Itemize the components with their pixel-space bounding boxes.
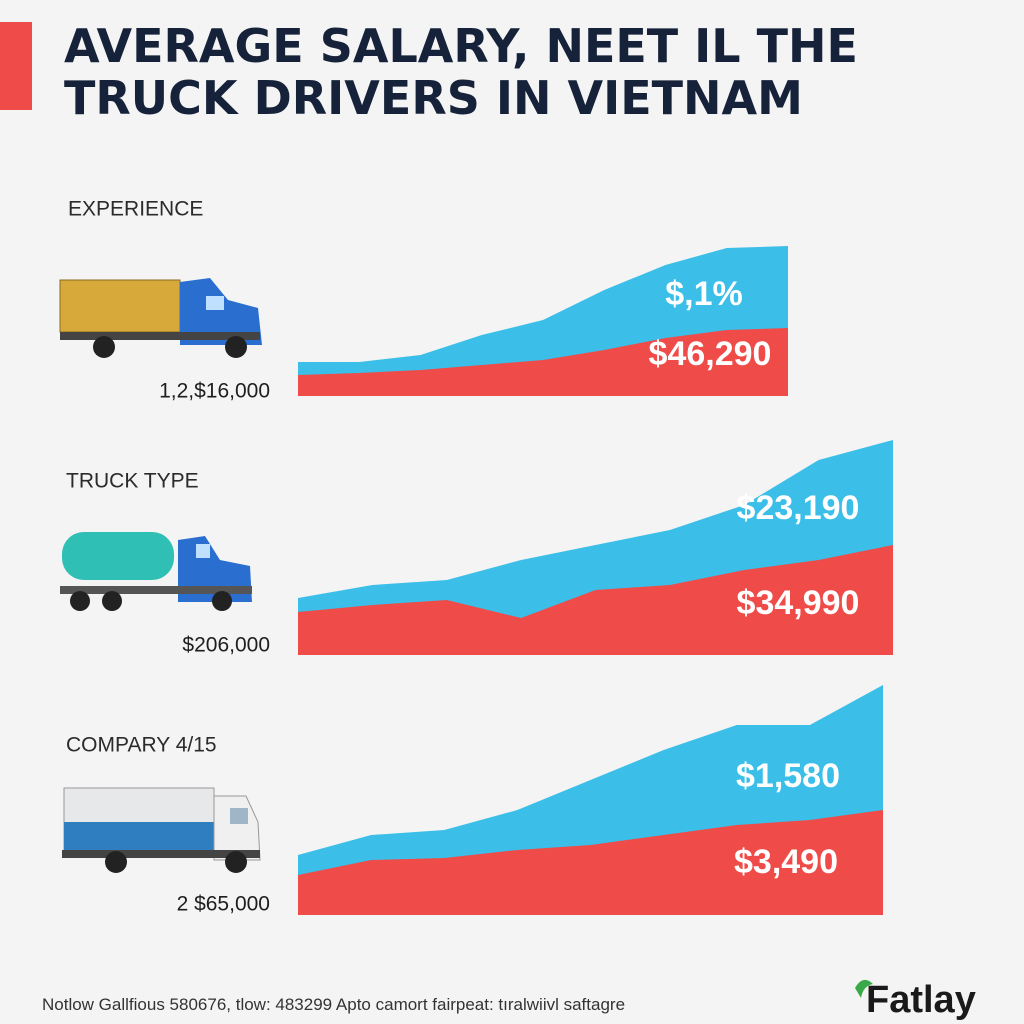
- section-label: EXPERIENCE: [68, 198, 203, 221]
- area-annotation: $3,490: [734, 843, 838, 881]
- section-label: COMPARY 4/15: [66, 734, 217, 757]
- footnote: Notlow Gallfious 580676, tlow: 483299 Ap…: [42, 995, 625, 1014]
- section-label: TRUCK TYPE: [66, 470, 199, 493]
- title-line: TRUCK DRIVERS IN VIETNAM: [64, 71, 803, 125]
- area: [298, 328, 788, 396]
- area-annotation: $34,990: [737, 584, 860, 622]
- section-amount: 1,2,$16,000: [159, 380, 270, 403]
- area: [298, 810, 883, 915]
- truck-icon: [62, 787, 261, 873]
- truck-icon: [60, 532, 252, 611]
- section-amount: 2 $65,000: [177, 893, 270, 916]
- area: [298, 545, 893, 655]
- logo: Fatlay: [866, 979, 976, 1021]
- logo-leaf: [855, 979, 873, 998]
- area-annotation: $46,290: [649, 335, 772, 373]
- section-amount: $206,000: [182, 634, 270, 657]
- accent-bar: [0, 22, 32, 110]
- truck-icon: [59, 278, 262, 358]
- area-annotation: $,1%: [665, 275, 743, 313]
- area-annotation: $1,580: [736, 757, 840, 795]
- title-line: AVERAGE SALARY, NEET IL THE: [64, 19, 858, 73]
- area-annotation: $23,190: [737, 489, 860, 527]
